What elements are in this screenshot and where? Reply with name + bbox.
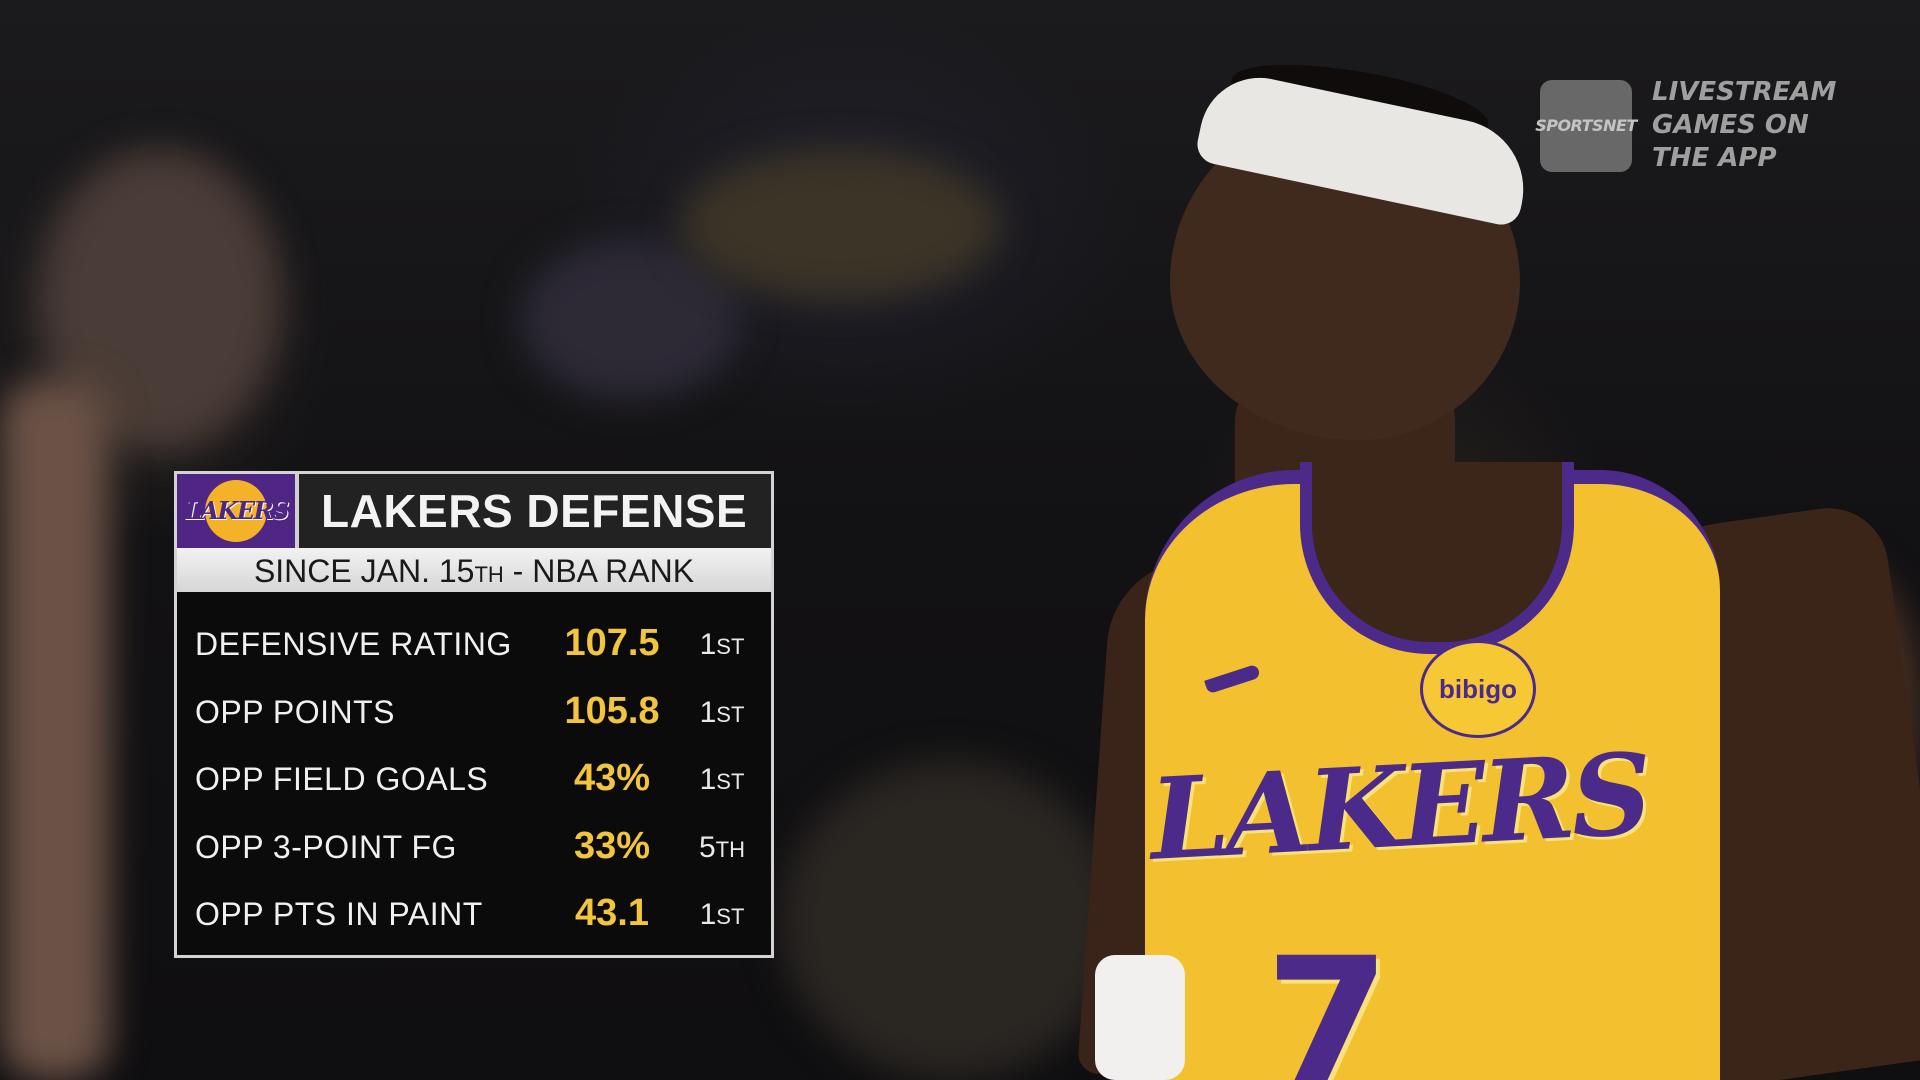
stat-rank: 1ST: [682, 898, 762, 932]
broadcaster-bug: SPORTSNET LIVESTREAM GAMES ON THE APP: [1535, 76, 1836, 175]
stat-graphic-subtitle: SINCE JAN. 15TH - NBA RANK: [177, 548, 771, 592]
stat-row: OPP POINTS 105.8 1ST: [177, 682, 771, 750]
rank-ordinal: TH: [715, 836, 745, 862]
stat-label: DEFENSIVE RATING: [195, 626, 512, 662]
promo-line: LIVESTREAM: [1652, 77, 1837, 107]
stat-graphic-title: LAKERS DEFENSE: [321, 485, 748, 537]
stat-label: OPP PTS IN PAINT: [195, 896, 483, 932]
stat-graphic: LAKERS LAKERS DEFENSE SINCE JAN. 15TH - …: [174, 471, 774, 958]
stat-rank: 1ST: [682, 763, 762, 797]
crowd-figure: [780, 760, 1120, 1080]
rank-number: 1: [699, 898, 717, 931]
basketball-icon: [205, 480, 267, 542]
stat-value: 43%: [573, 757, 651, 799]
rank-number: 5: [698, 830, 716, 864]
subtitle-prefix: SINCE JAN. 15: [253, 553, 475, 589]
promo-text: LIVESTREAM GAMES ON THE APP: [1652, 76, 1836, 175]
stat-row: OPP FIELD GOALS 43% 1ST: [177, 749, 771, 817]
rank-number: 1: [699, 695, 717, 729]
stat-row: OPP 3-POINT FG 33% 5TH: [177, 817, 771, 885]
sponsor-patch: bibigo: [1420, 640, 1536, 738]
subtitle-suffix: - NBA RANK: [503, 553, 695, 589]
stat-value: 33%: [573, 824, 651, 867]
crowd-figure: [0, 380, 110, 1080]
sportsnet-logo-icon: SPORTSNET: [1535, 79, 1637, 172]
rank-ordinal: ST: [716, 634, 745, 659]
stat-value: 107.5: [564, 622, 660, 664]
stat-row: OPP PTS IN PAINT 43.1 1ST: [177, 884, 771, 952]
stat-label: OPP 3-POINT FG: [195, 828, 457, 865]
rank-number: 1: [699, 628, 717, 661]
promo-line: GAMES ON: [1652, 110, 1809, 140]
crowd-figure: [680, 150, 1000, 300]
stat-value: 105.8: [564, 689, 660, 732]
rank-ordinal: ST: [716, 904, 745, 929]
player-wristband: [1095, 955, 1185, 1080]
stat-rank: 1ST: [682, 696, 762, 730]
logo-wordmark: LAKERS: [185, 496, 289, 525]
crowd-figure: [520, 240, 740, 400]
rank-ordinal: ST: [716, 769, 745, 794]
stat-label: OPP POINTS: [195, 693, 396, 730]
jersey-collar: [1300, 462, 1574, 654]
stat-rank: 5TH: [682, 831, 762, 865]
lakers-logo-icon: LAKERS: [177, 474, 299, 548]
stat-value: 43.1: [575, 892, 649, 934]
jersey-wordmark: LAKERS: [1146, 728, 1652, 886]
rank-ordinal: ST: [716, 701, 745, 727]
stat-graphic-header: LAKERS LAKERS DEFENSE: [177, 474, 771, 548]
stat-rank: 1ST: [682, 628, 762, 662]
rank-number: 1: [699, 763, 717, 796]
promo-line: THE APP: [1652, 143, 1777, 173]
jersey-number: 7: [1265, 920, 1391, 1080]
stat-label: OPP FIELD GOALS: [195, 761, 489, 797]
subtitle-ordinal: TH: [474, 562, 504, 587]
stat-rows: DEFENSIVE RATING 107.5 1ST OPP POINTS 10…: [177, 614, 771, 952]
stat-row: DEFENSIVE RATING 107.5 1ST: [177, 614, 771, 682]
